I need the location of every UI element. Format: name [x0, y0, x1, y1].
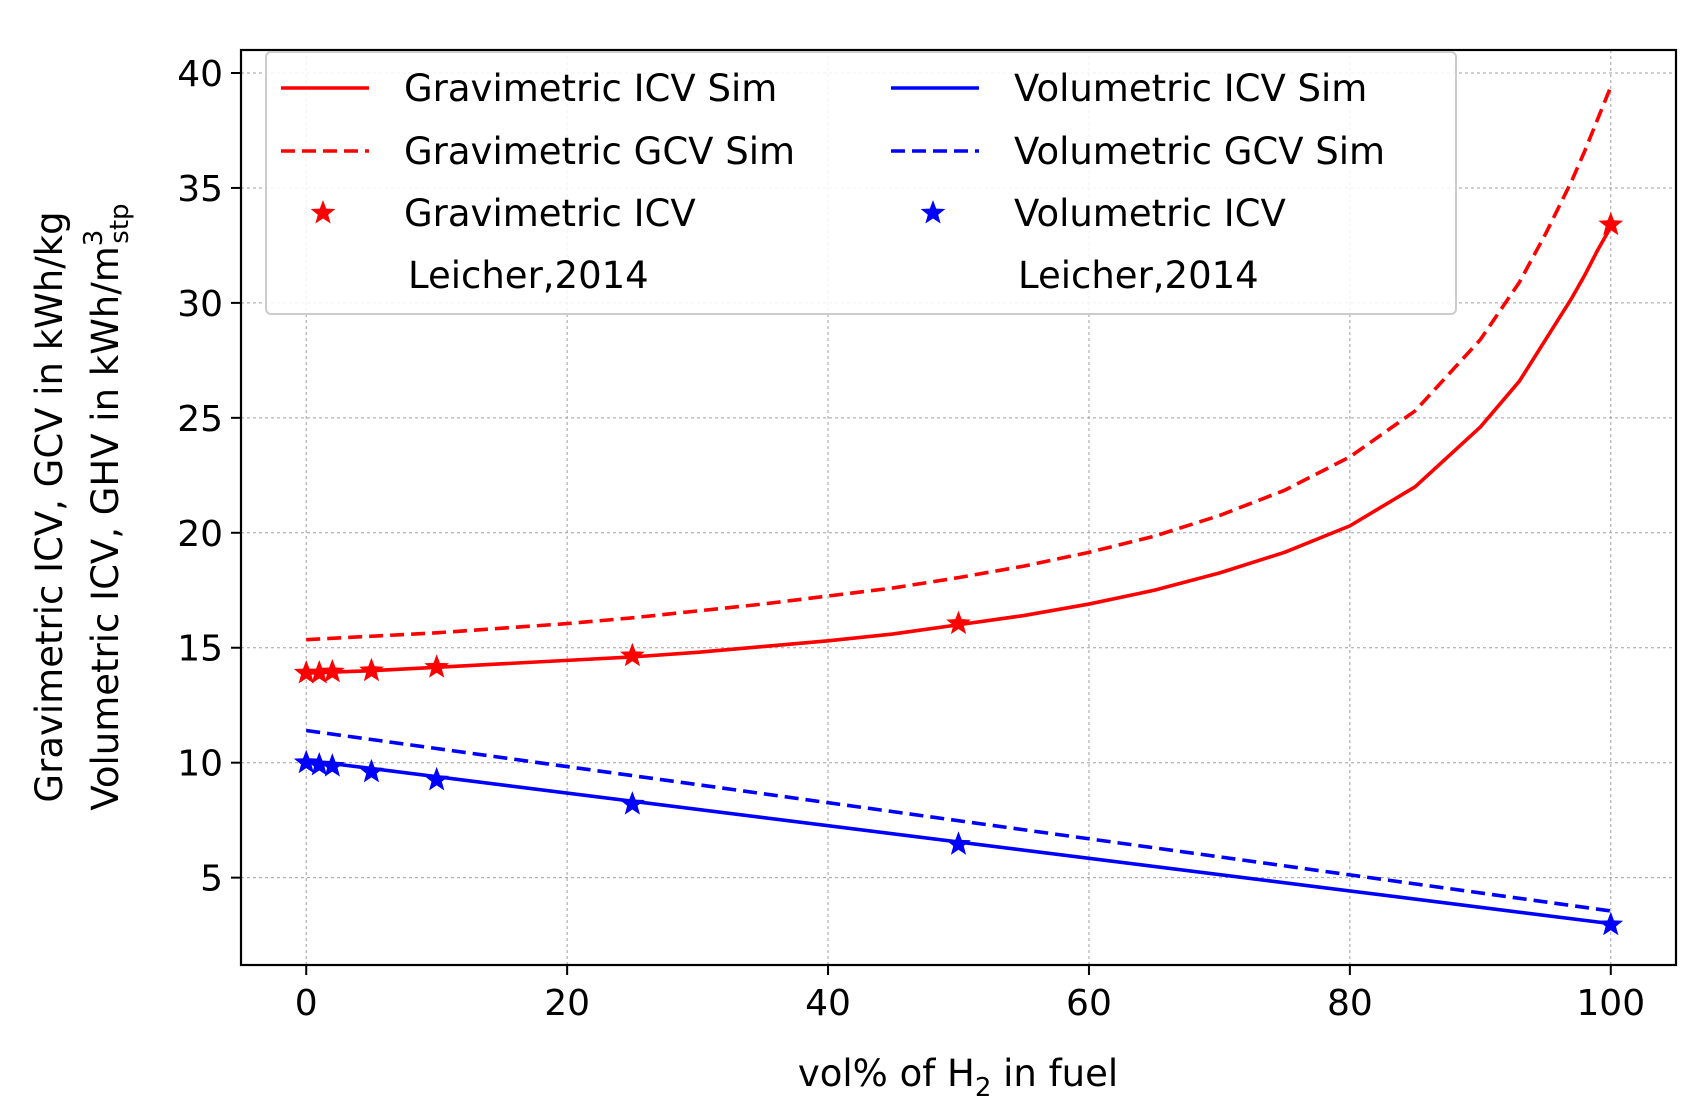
y-tick-label: 35 — [177, 169, 223, 210]
data-point-star — [1598, 911, 1624, 936]
legend-item: Gravimetric GCV Sim — [281, 130, 795, 173]
data-point-star — [620, 791, 645, 815]
legend-star-marker — [310, 200, 336, 224]
legend-box — [265, 51, 1457, 315]
legend-item: Gravimetric ICV Sim — [281, 67, 777, 110]
legend-star-marker — [920, 200, 946, 224]
series-gravimetric-icv-leicher-2014 — [293, 211, 1624, 684]
data-point-star — [359, 758, 384, 783]
data-point-star — [946, 610, 971, 635]
x-tick-label: 0 — [295, 983, 318, 1024]
legend-label-line-2: Leicher,2014 — [1018, 254, 1259, 297]
legend-label: Volumetric GCV Sim — [1014, 130, 1385, 173]
legend-label: Gravimetric ICV Sim — [404, 67, 777, 110]
series-line-gravimetric-gcv-sim — [306, 86, 1613, 642]
y-tick-label: 10 — [177, 744, 223, 785]
legend-label: Gravimetric ICV — [404, 192, 696, 235]
x-tick-label: 80 — [1327, 983, 1373, 1024]
data-point-star — [319, 658, 345, 683]
data-point-star — [620, 642, 645, 667]
x-tick-label: 20 — [544, 983, 590, 1024]
y-axis-label-line-1: Gravimetric ICV, GCV in kWh/kg — [28, 211, 71, 802]
data-point-star — [319, 753, 345, 777]
legend-label: Volumetric ICV — [1014, 192, 1286, 235]
data-point-star — [946, 831, 971, 855]
x-axis-label: vol% of H2 in fuel — [798, 1052, 1118, 1103]
legend-label: Gravimetric GCV Sim — [404, 130, 795, 173]
data-point-star — [1598, 211, 1624, 236]
plot-frame — [239, 48, 1678, 967]
legend-item: Volumetric ICV Leicher,2014 — [920, 192, 1286, 297]
y-tick-label: 15 — [177, 629, 223, 670]
legend-label: Volumetric ICV Sim — [1014, 67, 1367, 110]
plot-series — [293, 86, 1624, 936]
y-tick-label: 30 — [177, 284, 223, 325]
legend-label-line-2: Leicher,2014 — [408, 254, 649, 297]
legend: Gravimetric ICV Sim Volumetric ICV Sim Gra… — [265, 51, 1457, 315]
legend-item: Volumetric ICV Sim — [891, 67, 1367, 110]
data-point-star — [293, 660, 319, 684]
x-tick-label: 60 — [1066, 983, 1112, 1024]
x-tick-label: 100 — [1576, 983, 1645, 1024]
data-point-star — [424, 766, 450, 791]
y-axis-label-line-2: Volumetric ICV, GHV in kWh/m3stp — [79, 203, 135, 810]
y-tick-label: 20 — [177, 514, 223, 555]
y-tick-label: 40 — [177, 54, 223, 95]
data-point-star — [306, 751, 332, 776]
series-volumetric-icv-leicher-2014 — [293, 749, 1624, 936]
data-point-star — [359, 657, 384, 682]
y-tick-label: 25 — [177, 399, 223, 440]
data-point-star — [306, 660, 332, 684]
data-point-star — [424, 654, 450, 678]
axis-ticks: 0 20 40 60 80 100 5 10 15 20 25 30 35 40 — [177, 54, 1645, 1024]
x-tick-label: 40 — [805, 983, 851, 1024]
legend-item: Volumetric GCV Sim — [891, 130, 1385, 173]
data-point-star — [293, 749, 319, 774]
y-tick-label: 5 — [200, 859, 223, 900]
legend-item: Gravimetric ICV Leicher,2014 — [310, 192, 696, 297]
series-line-volumetric-gcv-sim — [305, 728, 1612, 913]
series-line-gravimetric-icv-sim — [306, 226, 1613, 675]
